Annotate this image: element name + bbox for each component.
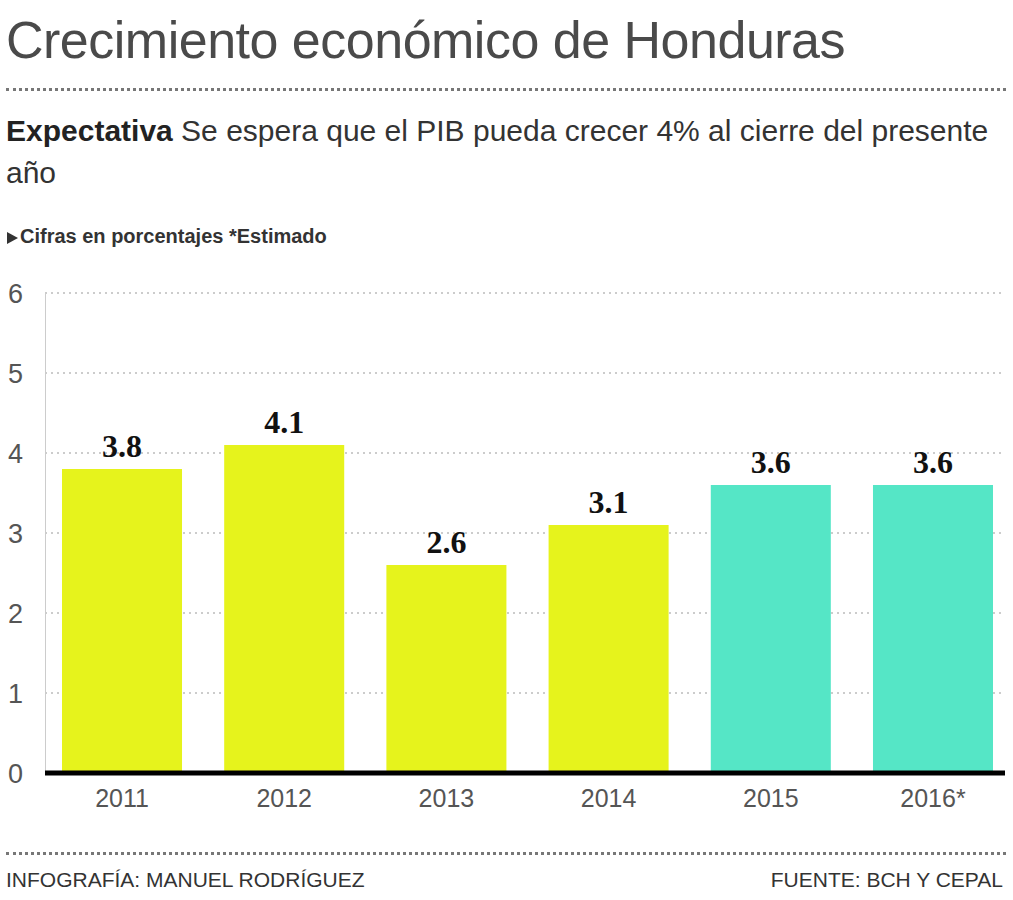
bar [873,485,993,773]
grid-line [45,692,1005,693]
y-tick: 0 [8,759,45,789]
data-label: 4.1 [264,404,304,440]
x-tick: 2014 [581,773,637,812]
note-arrow [7,232,18,244]
title: Crecimiento económico de Honduras [6,10,845,70]
y-axis-line [45,294,46,774]
space [223,225,229,247]
bars [62,445,993,773]
x-axis: 2011 2012 2013 2014 2015 2016* [45,773,1005,812]
y-tick: 5 [8,359,45,389]
bar [386,565,506,773]
grid-line [45,452,1005,453]
credit: INFOGRAFÍA: MANUEL RODRÍGUEZ [6,868,365,892]
y-tick-label: 4 [8,439,23,469]
note-arrow [6,230,20,246]
subtitle-lead: Expectativa [6,114,173,147]
divider [6,852,1006,855]
data-label: 3.8 [102,428,142,464]
data-labels: 3.8 4.1 2.6 3.1 3.6 3.6 [102,404,953,560]
data-label: 3.6 [913,444,953,480]
note: Cifras en porcentajes *Estimado [6,225,327,248]
x-tick: 2013 [419,773,475,812]
y-tick: 4 [8,439,45,469]
x-tick-label: 2016* [900,784,966,812]
x-axis-line [45,771,1005,776]
y-tick: 1 [8,679,45,709]
grid [45,293,1005,773]
y-tick-label: 6 [8,279,23,309]
bar [711,485,831,773]
y-tick: 2 [8,599,45,629]
y-tick-label: 5 [8,359,23,389]
data-label: 3.1 [589,484,629,520]
bar [62,469,182,773]
y-tick-label: 3 [8,519,23,549]
x-tick-label: 2012 [256,784,312,812]
x-tick: 2011 [95,773,149,812]
grid-line [45,292,1005,293]
grid-line [45,372,1005,373]
x-tick: 2012 [256,773,312,812]
y-tick: 3 [8,519,45,549]
x-tick-label: 2015 [743,784,799,812]
bar [224,445,344,773]
x-tick-label: 2011 [95,784,149,812]
space [173,114,181,147]
data-label: 2.6 [426,524,466,560]
grid-line [45,772,1005,773]
subtitle: Expectativa Se espera que el PIB pueda c… [6,110,996,194]
y-axis: 0 1 2 3 4 5 6 [8,279,46,789]
grid-line [45,532,1005,533]
x-tick: 2015 [743,773,799,812]
x-tick: 2016* [900,773,966,812]
footnote: *Estimado [229,225,327,247]
note-text: Cifras en porcentajes [20,225,223,247]
chart: 0 1 2 3 4 5 6 2011 2012 2013 2014 2015 2016* 3.8 4.1 2.… [0,0,1013,900]
y-tick: 6 [8,279,45,309]
source: FUENTE: BCH Y CEPAL [771,868,1003,892]
y-tick-label: 2 [8,599,23,629]
y-tick-label: 0 [8,759,23,789]
grid-line [45,612,1005,613]
data-label: 3.6 [751,444,791,480]
x-tick-label: 2013 [419,784,475,812]
y-tick-label: 1 [8,679,23,709]
divider [6,88,1006,91]
x-tick-label: 2014 [581,784,637,812]
bar [549,525,669,773]
